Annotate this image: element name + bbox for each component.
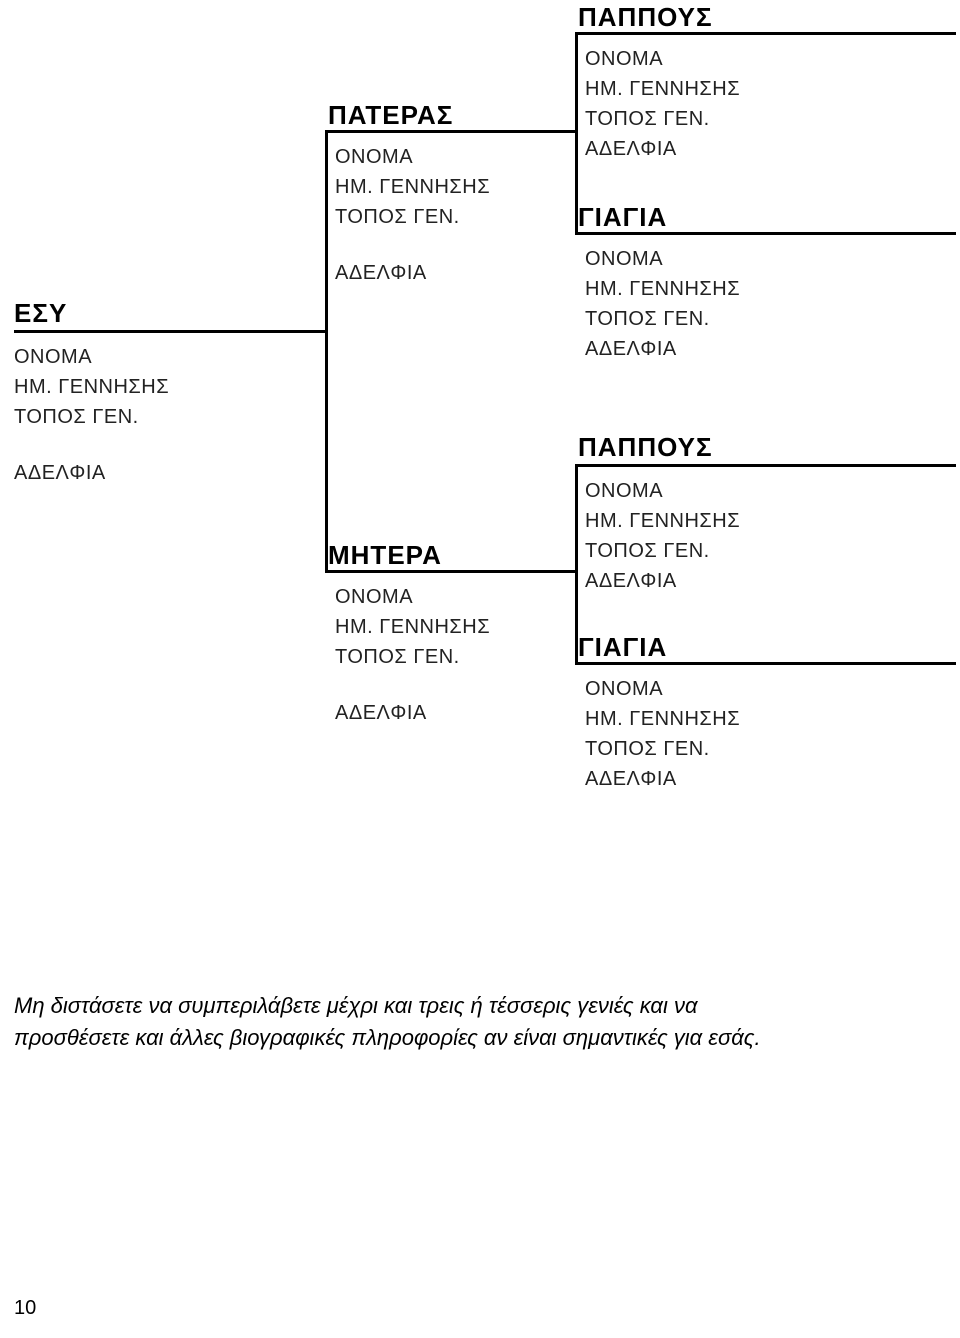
fields-mother: ΟΝΟΜΑ ΗΜ. ΓΕΝΝΗΣΗΣ ΤΟΠΟΣ ΓΕΝ. ΑΔΕΛΦΙΑ [335, 576, 490, 728]
node-father: ΠΑΤΕΡΑΣ [328, 100, 453, 131]
mgm-pob: ΤΟΠΟΣ ΓΕΝ. [585, 734, 740, 764]
rule-pgf [575, 32, 956, 35]
fields-you: ΟΝΟΜΑ ΗΜ. ΓΕΝΝΗΣΗΣ ΤΟΠΟΣ ΓΕΝ. ΑΔΕΛΦΙΑ [14, 336, 169, 488]
father-siblings: ΑΔΕΛΦΙΑ [335, 258, 490, 288]
pgm-dob: ΗΜ. ΓΕΝΝΗΣΗΣ [585, 274, 740, 304]
father-dob: ΗΜ. ΓΕΝΝΗΣΗΣ [335, 172, 490, 202]
pgf-siblings: ΑΔΕΛΦΙΑ [585, 134, 740, 164]
father-name: ΟΝΟΜΑ [335, 142, 490, 172]
you-dob: ΗΜ. ΓΕΝΝΗΣΗΣ [14, 372, 169, 402]
rule-mgf [575, 464, 956, 467]
pgm-pob: ΤΟΠΟΣ ΓΕΝ. [585, 304, 740, 334]
family-tree: ΕΣΥ ΟΝΟΜΑ ΗΜ. ΓΕΝΝΗΣΗΣ ΤΟΠΟΣ ΓΕΝ. ΑΔΕΛΦΙ… [0, 0, 960, 900]
note-line-1: Μη διστάσετε να συμπεριλάβετε μέχρι και … [14, 993, 698, 1018]
fields-mgf: ΟΝΟΜΑ ΗΜ. ΓΕΝΝΗΣΗΣ ΤΟΠΟΣ ΓΕΝ. ΑΔΕΛΦΙΑ [585, 470, 740, 596]
mgf-dob: ΗΜ. ΓΕΝΝΗΣΗΣ [585, 506, 740, 536]
you-pob: ΤΟΠΟΣ ΓΕΝ. [14, 402, 169, 432]
node-maternal-grandmother: ΓΙΑΓΙΑ [578, 632, 667, 663]
fields-pgm: ΟΝΟΜΑ ΗΜ. ΓΕΝΝΗΣΗΣ ΤΟΠΟΣ ΓΕΝ. ΑΔΕΛΦΙΑ [585, 238, 740, 364]
title-mgf: ΠΑΠΠΟΥΣ [578, 432, 713, 463]
mother-name: ΟΝΟΜΑ [335, 582, 490, 612]
mother-pob: ΤΟΠΟΣ ΓΕΝ. [335, 642, 490, 672]
node-paternal-grandmother: ΓΙΑΓΙΑ [578, 202, 667, 233]
mgm-siblings: ΑΔΕΛΦΙΑ [585, 764, 740, 794]
node-mother: ΜΗΤΕΡΑ [328, 540, 442, 571]
mother-siblings: ΑΔΕΛΦΙΑ [335, 698, 490, 728]
rule-pgm [575, 232, 956, 235]
mother-dob: ΗΜ. ΓΕΝΝΗΣΗΣ [335, 612, 490, 642]
rule-mgm [575, 662, 956, 665]
page-number: 10 [14, 1297, 36, 1320]
rule-father [325, 130, 578, 133]
mgf-siblings: ΑΔΕΛΦΙΑ [585, 566, 740, 596]
title-pgm: ΓΙΑΓΙΑ [578, 202, 667, 233]
mgf-pob: ΤΟΠΟΣ ΓΕΝ. [585, 536, 740, 566]
note-line-2: προσθέσετε και άλλες βιογραφικές πληροφο… [14, 1025, 761, 1050]
rule-you [14, 330, 328, 333]
node-you: ΕΣΥ [14, 298, 67, 329]
you-siblings: ΑΔΕΛΦΙΑ [14, 458, 169, 488]
pgm-siblings: ΑΔΕΛΦΙΑ [585, 334, 740, 364]
conn-v-parents [325, 130, 328, 573]
rule-mother [325, 570, 578, 573]
fields-mgm: ΟΝΟΜΑ ΗΜ. ΓΕΝΝΗΣΗΣ ΤΟΠΟΣ ΓΕΝ. ΑΔΕΛΦΙΑ [585, 668, 740, 794]
title-mother: ΜΗΤΕΡΑ [328, 540, 442, 571]
fields-pgf: ΟΝΟΜΑ ΗΜ. ΓΕΝΝΗΣΗΣ ΤΟΠΟΣ ΓΕΝ. ΑΔΕΛΦΙΑ [585, 38, 740, 164]
father-pob: ΤΟΠΟΣ ΓΕΝ. [335, 202, 490, 232]
fields-father: ΟΝΟΜΑ ΗΜ. ΓΕΝΝΗΣΗΣ ΤΟΠΟΣ ΓΕΝ. ΑΔΕΛΦΙΑ [335, 136, 490, 288]
pgf-name: ΟΝΟΜΑ [585, 44, 740, 74]
mgf-name: ΟΝΟΜΑ [585, 476, 740, 506]
mgm-name: ΟΝΟΜΑ [585, 674, 740, 704]
title-mgm: ΓΙΑΓΙΑ [578, 632, 667, 663]
pgf-dob: ΗΜ. ΓΕΝΝΗΣΗΣ [585, 74, 740, 104]
footer-note: Μη διστάσετε να συμπεριλάβετε μέχρι και … [14, 990, 946, 1054]
title-you: ΕΣΥ [14, 298, 67, 329]
mgm-dob: ΗΜ. ΓΕΝΝΗΣΗΣ [585, 704, 740, 734]
title-father: ΠΑΤΕΡΑΣ [328, 100, 453, 131]
node-maternal-grandfather: ΠΑΠΠΟΥΣ [578, 432, 713, 463]
node-paternal-grandfather: ΠΑΠΠΟΥΣ [578, 2, 713, 33]
you-name: ΟΝΟΜΑ [14, 342, 169, 372]
title-pgf: ΠΑΠΠΟΥΣ [578, 2, 713, 33]
pgm-name: ΟΝΟΜΑ [585, 244, 740, 274]
pgf-pob: ΤΟΠΟΣ ΓΕΝ. [585, 104, 740, 134]
